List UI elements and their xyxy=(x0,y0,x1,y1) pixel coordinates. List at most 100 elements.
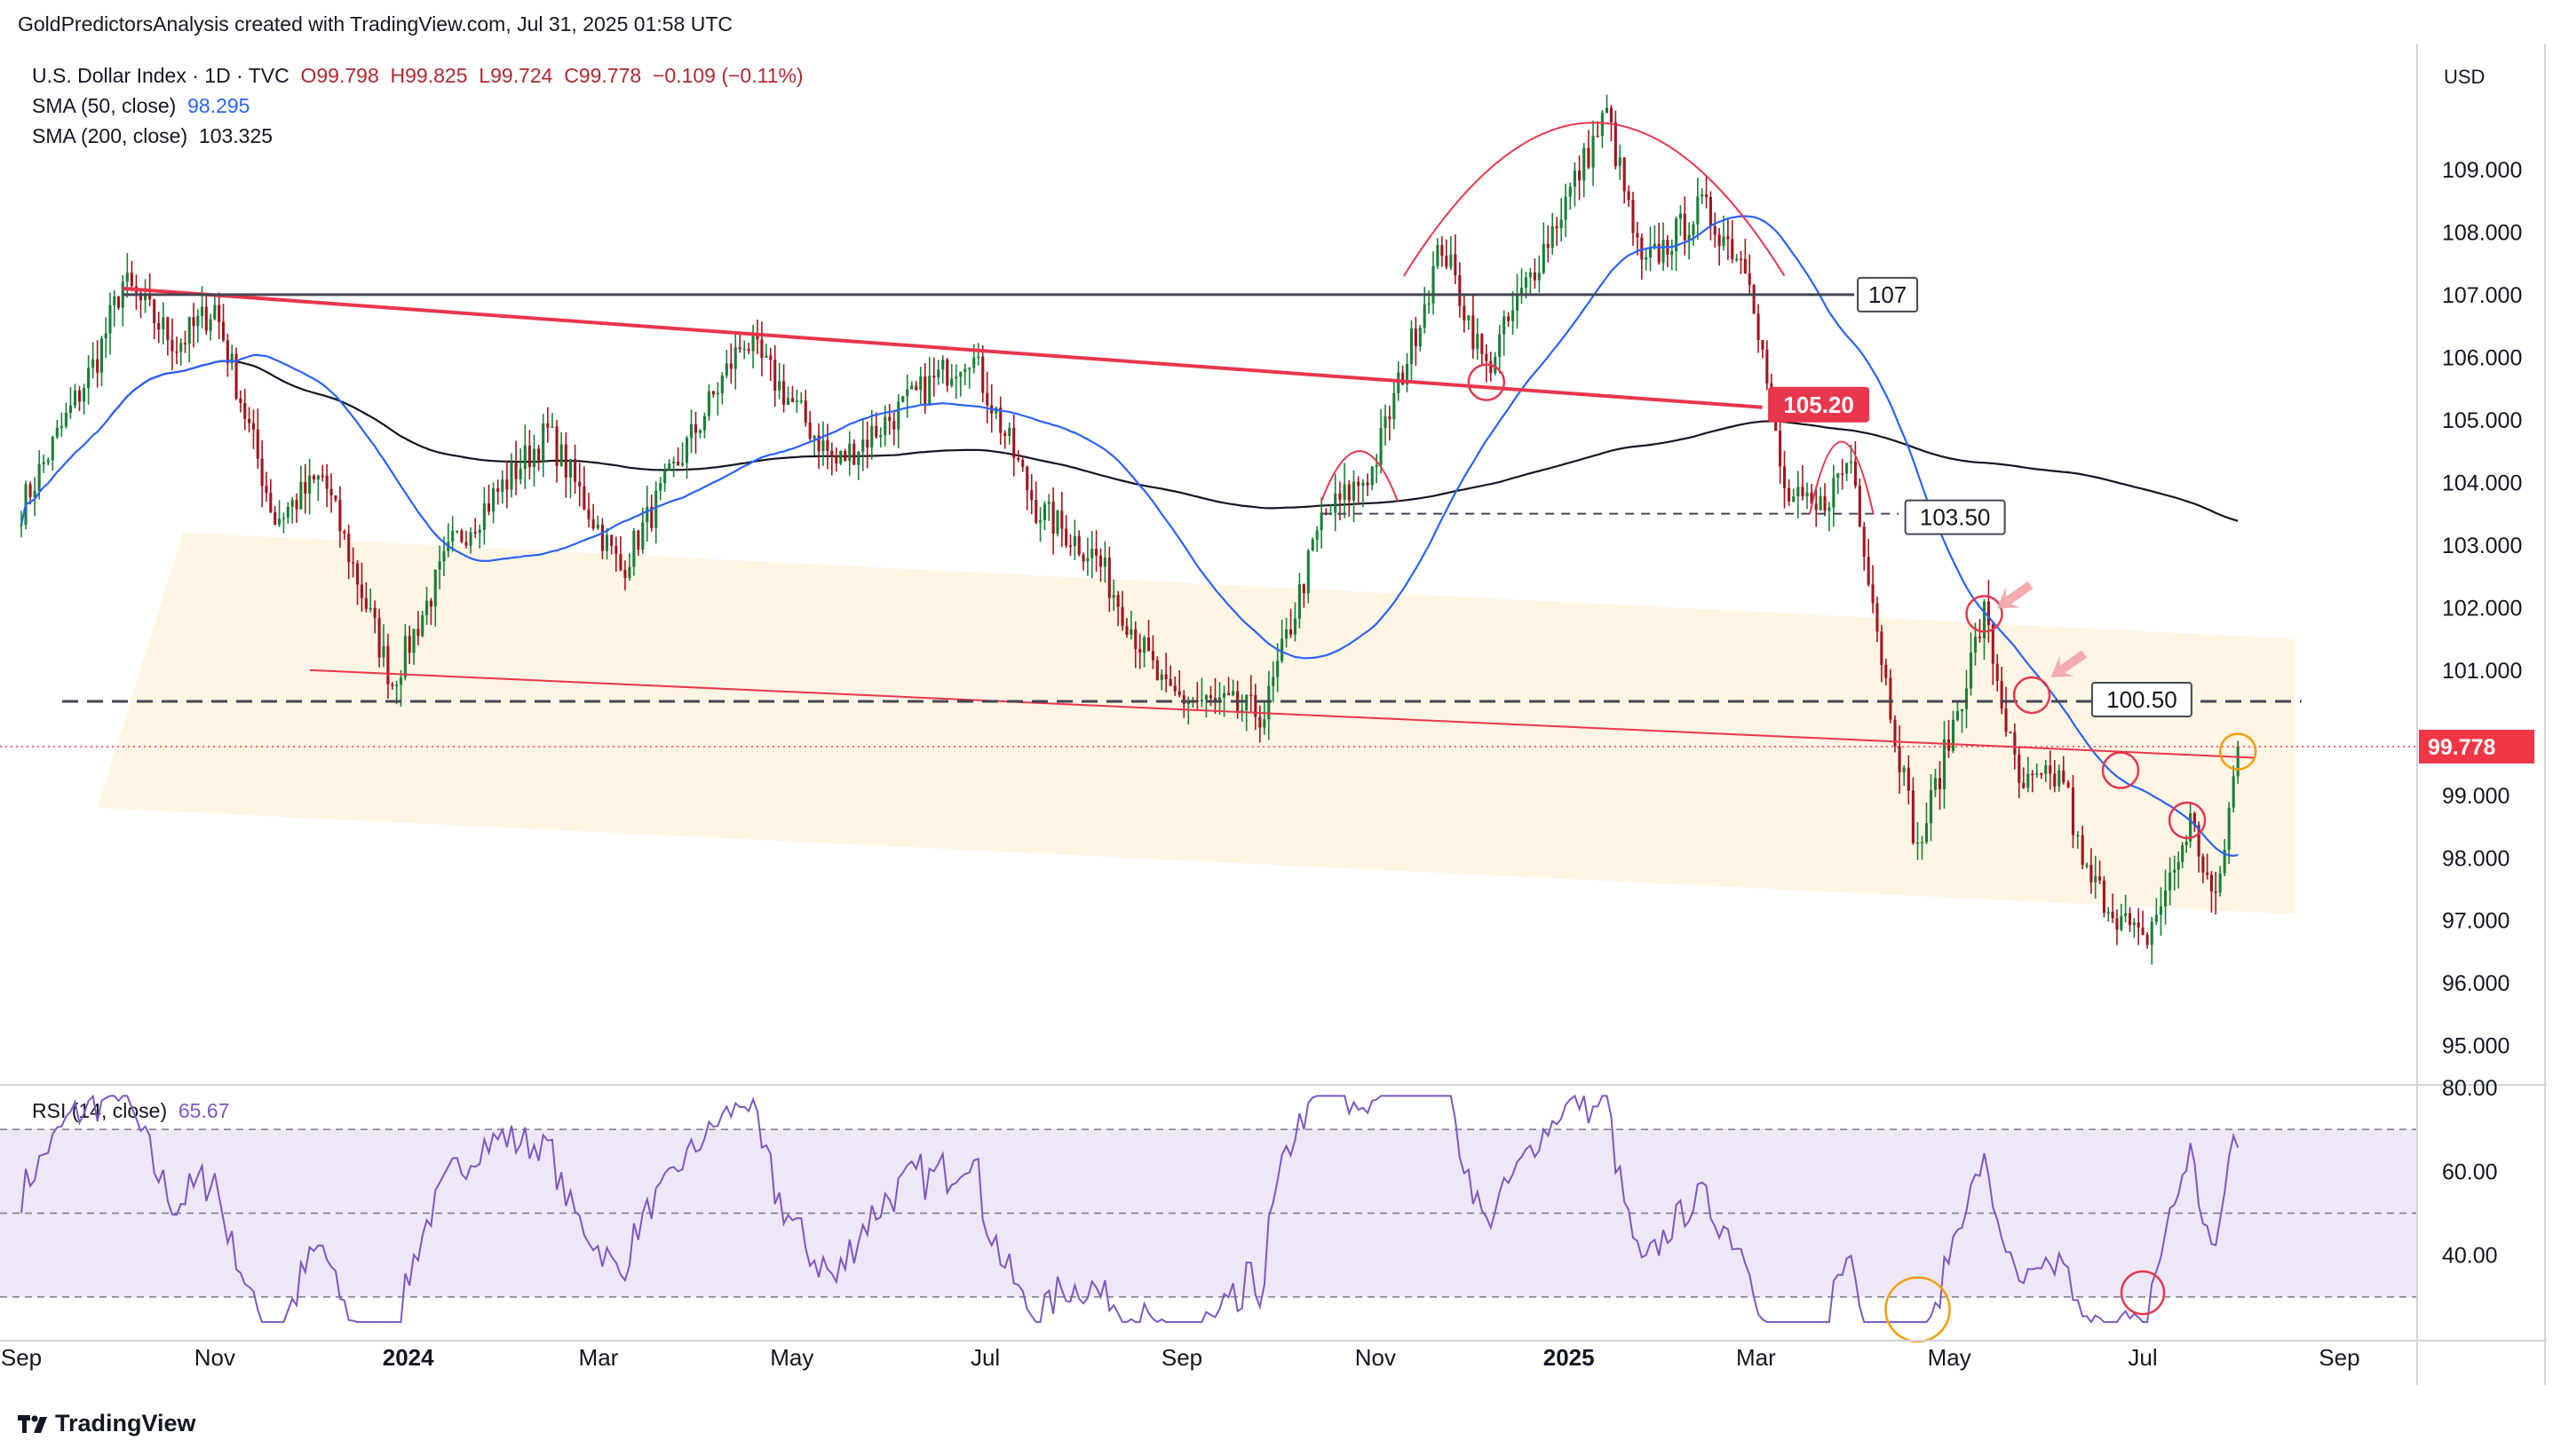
candle-body[interactable] xyxy=(765,355,768,358)
candle-body[interactable] xyxy=(1924,823,1929,843)
currency-selector[interactable]: USD xyxy=(2444,66,2486,88)
candle-body[interactable] xyxy=(201,306,204,316)
candle-body[interactable] xyxy=(875,425,878,438)
candle-body[interactable] xyxy=(2081,835,2084,866)
candle-body[interactable] xyxy=(157,322,161,330)
candle-body[interactable] xyxy=(2236,746,2240,777)
candle-body[interactable] xyxy=(587,509,591,519)
candle-body[interactable] xyxy=(1947,739,1951,751)
candle-body[interactable] xyxy=(1678,213,1682,219)
candle-body[interactable] xyxy=(1454,254,1457,276)
candle-body[interactable] xyxy=(1254,694,1257,717)
candle-body[interactable] xyxy=(672,462,676,463)
candle-body[interactable] xyxy=(116,297,121,308)
candle-body[interactable] xyxy=(1480,334,1484,354)
candle-body[interactable] xyxy=(1423,304,1426,328)
candle-body[interactable] xyxy=(175,351,178,353)
candle-body[interactable] xyxy=(641,522,645,550)
candle-body[interactable] xyxy=(1213,698,1217,700)
candle-body[interactable] xyxy=(369,607,372,610)
candle-body[interactable] xyxy=(702,415,706,431)
candle-body[interactable] xyxy=(564,444,567,478)
candle-body[interactable] xyxy=(1068,545,1073,547)
candle-body[interactable] xyxy=(2192,813,2196,826)
legend-sma50-row[interactable]: SMA (50, close) 98.295 xyxy=(32,91,804,121)
candle-body[interactable] xyxy=(2150,922,2153,946)
candle-body[interactable] xyxy=(473,532,477,534)
candle-body[interactable] xyxy=(610,534,614,546)
candle-body[interactable] xyxy=(1186,702,1190,704)
candle-body[interactable] xyxy=(1670,251,1674,255)
candle-body[interactable] xyxy=(1661,240,1665,263)
candle-body[interactable] xyxy=(1112,595,1115,598)
candle-body[interactable] xyxy=(888,416,892,422)
candle-body[interactable] xyxy=(1713,226,1717,235)
candle-body[interactable] xyxy=(1489,360,1493,374)
candle-body[interactable] xyxy=(2022,782,2026,788)
candle-body[interactable] xyxy=(464,542,468,546)
candle-body[interactable] xyxy=(986,392,989,406)
candle-body[interactable] xyxy=(77,390,82,402)
candle-body[interactable] xyxy=(460,530,464,542)
candle-body[interactable] xyxy=(1263,719,1266,728)
candle-body[interactable] xyxy=(848,443,852,462)
candle-body[interactable] xyxy=(769,355,773,360)
candle-body[interactable] xyxy=(1440,244,1444,257)
candle-body[interactable] xyxy=(1761,339,1764,350)
candle-body[interactable] xyxy=(1653,243,1656,247)
candle-body[interactable] xyxy=(2154,914,2158,922)
candle-body[interactable] xyxy=(1884,664,1888,678)
candle-body[interactable] xyxy=(1397,372,1400,393)
candle-body[interactable] xyxy=(1320,512,1323,531)
candle-body[interactable] xyxy=(1223,692,1226,698)
candle-body[interactable] xyxy=(1915,842,1920,844)
candle-body[interactable] xyxy=(179,343,183,352)
candle-body[interactable] xyxy=(1051,502,1055,534)
candle-body[interactable] xyxy=(795,400,798,402)
candle-body[interactable] xyxy=(623,570,627,578)
candle-body[interactable] xyxy=(281,518,285,519)
candle-body[interactable] xyxy=(501,479,504,492)
candle-body[interactable] xyxy=(999,408,1003,433)
candle-body[interactable] xyxy=(707,391,710,416)
candle-body[interactable] xyxy=(209,319,212,331)
candle-body[interactable] xyxy=(2218,873,2222,893)
candle-body[interactable] xyxy=(1631,200,1635,233)
candle-body[interactable] xyxy=(148,294,152,300)
candle-body[interactable] xyxy=(646,506,649,523)
candle-body[interactable] xyxy=(1605,107,1609,114)
candle-body[interactable] xyxy=(1177,691,1181,696)
candle-body[interactable] xyxy=(799,400,803,402)
candle-body[interactable] xyxy=(1017,457,1020,460)
candle-body[interactable] xyxy=(1911,790,1915,843)
candle-body[interactable] xyxy=(1748,273,1751,285)
candle-body[interactable] xyxy=(399,677,403,685)
candle-body[interactable] xyxy=(1640,237,1644,260)
candle-body[interactable] xyxy=(218,305,221,322)
candle-body[interactable] xyxy=(456,530,459,533)
candle-body[interactable] xyxy=(2184,841,2188,846)
candle-body[interactable] xyxy=(1805,492,1809,497)
candle-body[interactable] xyxy=(425,600,429,616)
candle-body[interactable] xyxy=(614,545,618,555)
candle-body[interactable] xyxy=(1276,661,1280,677)
candle-body[interactable] xyxy=(1375,464,1378,467)
candle-body[interactable] xyxy=(1819,495,1822,510)
candle-body[interactable] xyxy=(542,423,545,461)
candle-body[interactable] xyxy=(941,360,945,370)
candle-body[interactable] xyxy=(583,486,586,510)
candle-body[interactable] xyxy=(251,423,256,430)
candle-body[interactable] xyxy=(299,481,303,510)
candle-body[interactable] xyxy=(234,353,238,399)
candle-body[interactable] xyxy=(729,363,733,369)
candle-body[interactable] xyxy=(1366,482,1369,486)
candle-body[interactable] xyxy=(1564,196,1567,220)
candle-body[interactable] xyxy=(1200,700,1203,701)
candle-body[interactable] xyxy=(1160,674,1163,681)
candle-body[interactable] xyxy=(1077,535,1081,555)
candle-body[interactable] xyxy=(1357,481,1360,487)
candle-body[interactable] xyxy=(760,339,764,358)
candle-body[interactable] xyxy=(2035,772,2039,775)
candle-body[interactable] xyxy=(1241,709,1244,712)
candle-body[interactable] xyxy=(605,534,609,551)
